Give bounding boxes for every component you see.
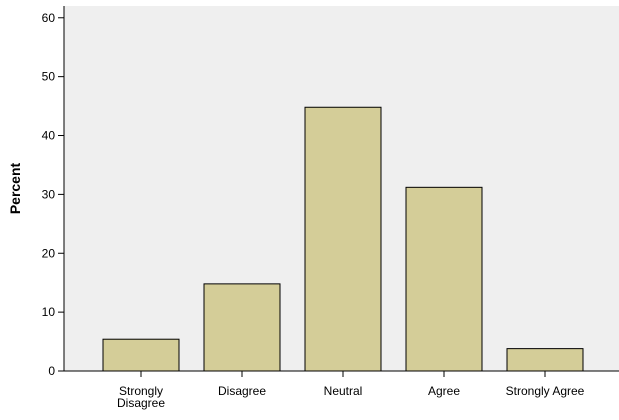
y-tick-label-10: 10 (42, 305, 56, 319)
y-axis-title: Percent (7, 162, 23, 214)
y-tick-label-0: 0 (48, 364, 55, 378)
axes-layer (58, 6, 619, 377)
y-tick-label-30: 30 (42, 187, 56, 201)
x-tick-label-0: Strongly Disagree (117, 384, 165, 410)
bars-layer (102, 106, 584, 372)
x-tick-label-4: Strongly Agree (506, 384, 585, 398)
bar-0 (102, 338, 180, 372)
bar-2 (304, 106, 382, 372)
labels-layer: 0 10 20 30 40 50 60 Strongly Disagree Disagree Neu… (42, 11, 585, 410)
y-tick-label-20: 20 (42, 246, 56, 260)
bar-4 (506, 348, 584, 372)
x-tick-label-3: Agree (428, 384, 460, 398)
y-tick-label-40: 40 (42, 129, 56, 143)
y-tick-label-50: 50 (42, 70, 56, 84)
bar-1 (203, 283, 281, 372)
bar-3 (405, 186, 483, 372)
x-tick-label-1: Disagree (218, 384, 266, 398)
y-tick-label-60: 60 (42, 11, 56, 25)
x-tick-label-2: Neutral (324, 384, 363, 398)
